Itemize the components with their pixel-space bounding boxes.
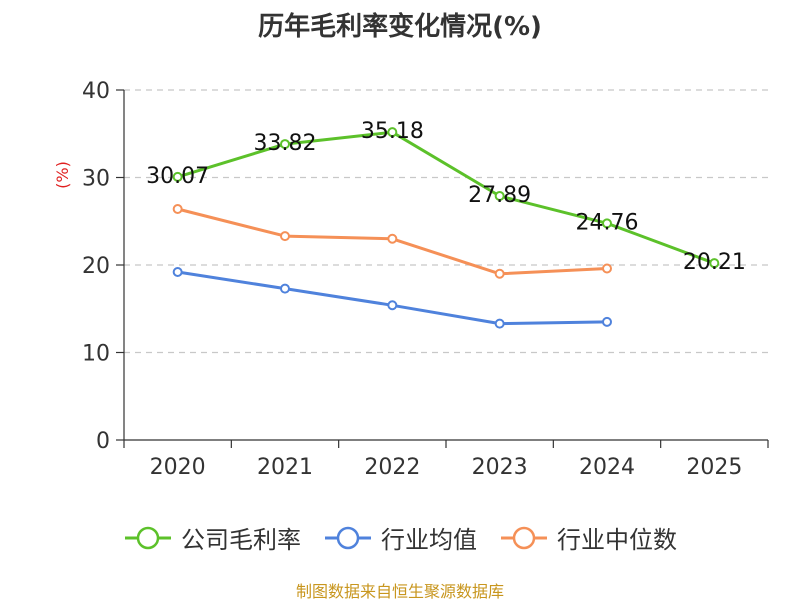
- data-point: [602, 263, 612, 274]
- legend-item[interactable]: 行业均值: [323, 520, 477, 555]
- y-tick-label: 40: [82, 79, 110, 104]
- data-point: [494, 318, 505, 329]
- legend: 公司毛利率 行业均值 行业中位数: [0, 520, 800, 555]
- x-tick-label: 2023: [472, 455, 528, 480]
- source-note: 制图数据来自恒生聚源数据库: [295, 582, 504, 601]
- data-point: [280, 283, 290, 294]
- legend-swatch: [325, 526, 371, 549]
- y-tick-label: 20: [82, 254, 110, 279]
- x-tick-label: 2022: [364, 455, 420, 480]
- series-line: [177, 130, 715, 265]
- series-line: [177, 270, 608, 326]
- data-point: [172, 204, 183, 214]
- axis-layer: 0 10 20 30 40 2020 2021 2022 2023 2024 2025 (%): [53, 79, 769, 480]
- data-point: [602, 316, 612, 327]
- label-layer: 30.07 33.82 35.18 27.89 24.76 20.21: [146, 119, 746, 275]
- data-point: [172, 267, 183, 277]
- legend-label: 行业均值: [381, 526, 477, 554]
- y-tick-label: 10: [82, 342, 110, 367]
- data-point: [387, 300, 398, 311]
- series-layer: [172, 127, 720, 329]
- data-label: 27.89: [468, 183, 531, 208]
- data-point: [602, 218, 612, 229]
- data-point: [280, 139, 290, 150]
- data-point: [280, 231, 290, 242]
- y-tick-label: 30: [82, 167, 110, 192]
- data-point: [387, 233, 398, 244]
- legend-swatch: [501, 526, 547, 549]
- data-label: 30.07: [146, 164, 209, 189]
- legend-swatch: [125, 526, 171, 549]
- data-label: 35.18: [361, 119, 424, 144]
- x-tick-label: 2025: [686, 455, 742, 480]
- y-tick-label: 0: [96, 429, 110, 454]
- y-axis-label: (%): [53, 161, 72, 189]
- data-label: 24.76: [576, 210, 639, 235]
- x-tick-label: 2021: [257, 455, 313, 480]
- legend-item[interactable]: 公司毛利率: [123, 520, 301, 555]
- legend-label: 公司毛利率: [181, 526, 301, 554]
- legend-item[interactable]: 行业中位数: [499, 520, 677, 555]
- data-point: [494, 190, 505, 201]
- legend-label: 行业中位数: [557, 526, 677, 554]
- data-point: [172, 171, 183, 182]
- x-tick-label: 2024: [579, 455, 635, 480]
- data-point: [494, 268, 505, 279]
- data-point: [387, 127, 398, 138]
- data-label: 20.21: [683, 250, 746, 275]
- data-label: 33.82: [254, 131, 317, 156]
- chart-title: 历年毛利率变化情况(%): [258, 12, 542, 42]
- grid-layer: [124, 89, 768, 354]
- data-point: [709, 258, 720, 269]
- x-tick-label: 2020: [150, 455, 206, 480]
